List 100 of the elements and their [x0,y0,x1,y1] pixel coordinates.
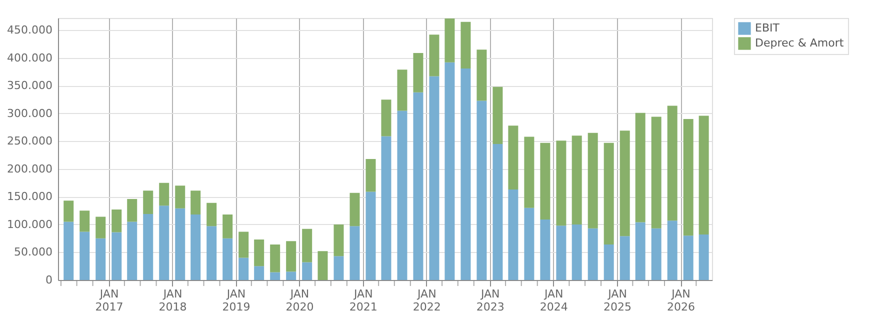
bar [302,262,312,280]
bar [222,238,233,280]
bar [620,130,630,236]
bar [112,210,122,232]
bar [222,214,233,238]
bar [572,224,582,280]
bar [492,144,503,280]
bar [572,136,582,224]
x-tick-label: JAN 2024 [540,288,568,313]
bar [698,234,709,280]
bar [508,126,518,190]
bar [270,272,280,280]
bar [651,228,662,280]
bar [286,272,296,280]
x-tick-label: JAN 2023 [476,288,504,313]
x-tick-label: JAN 2022 [412,288,441,313]
bar [175,208,186,280]
bar [556,140,566,226]
y-tick-label: 100.000 [7,218,52,231]
bar [80,232,90,280]
y-tick-label: 50.000 [14,246,52,259]
y-tick-label: 300.000 [7,106,52,120]
bar [698,116,709,234]
bar [159,182,170,206]
bar [254,239,264,266]
bar [286,241,296,272]
bar [334,256,344,280]
bar [683,236,694,280]
bar [80,210,90,232]
bar [96,238,106,280]
bar [96,216,106,238]
bar [460,22,471,69]
bar [190,214,201,280]
bar [175,186,186,208]
bar [604,244,614,280]
bar [366,158,376,192]
x-tick-label: JAN 2019 [222,288,250,313]
bar [444,18,455,62]
bar [413,52,424,92]
legend-label: EBIT [755,22,780,34]
y-tick-label: 350.000 [7,79,52,92]
y-tick-label: 400.000 [7,51,52,64]
bar [667,106,678,221]
bar [190,190,201,214]
bar [206,226,217,280]
legend-label: Deprec & Amort [755,36,844,50]
bar [143,190,154,214]
bar [588,228,598,280]
bar [127,198,138,222]
bar [159,206,170,280]
x-tick-label: JAN 2021 [349,288,378,313]
bar [667,220,678,280]
bar [238,258,249,280]
bar [588,132,598,228]
bar [270,244,280,272]
bar [556,226,566,280]
bar [476,100,487,280]
bar [429,76,440,280]
bar [444,62,455,280]
y-tick-label: 150.000 [7,190,52,204]
bar [429,34,440,76]
y-tick-label: 450.000 [7,24,52,37]
x-tick-label: JAN 2025 [604,288,632,313]
bar [635,112,646,222]
bar [318,251,328,280]
bar [302,228,312,262]
bar [350,226,360,280]
bar [651,116,662,228]
bar [460,68,471,280]
y-tick-label: 250.000 [7,134,52,148]
bar [540,219,550,280]
bar [350,192,360,226]
bar [635,222,646,280]
bar [112,232,122,280]
bar [540,142,550,220]
bar [206,202,217,226]
bar [238,232,249,258]
bar [254,266,264,280]
bar [620,236,630,280]
bar [397,70,408,111]
bar [604,142,614,244]
bar [476,50,487,101]
y-tick-label: 0 [46,274,52,286]
bar [683,119,694,236]
bar [492,86,503,144]
x-tick-label: JAN 2018 [158,288,187,313]
bar [508,190,518,280]
y-tick-label: 200.000 [7,162,52,176]
bar [366,192,376,280]
bar [397,110,408,280]
bar [413,92,424,280]
bar [381,136,392,280]
bar [381,100,392,136]
bar [64,222,74,280]
bar [127,222,138,280]
x-tick-label: JAN 2017 [95,288,124,313]
bar [524,208,534,280]
bar [64,200,74,222]
bar [524,136,534,208]
x-tick-label: JAN 2020 [286,288,314,313]
